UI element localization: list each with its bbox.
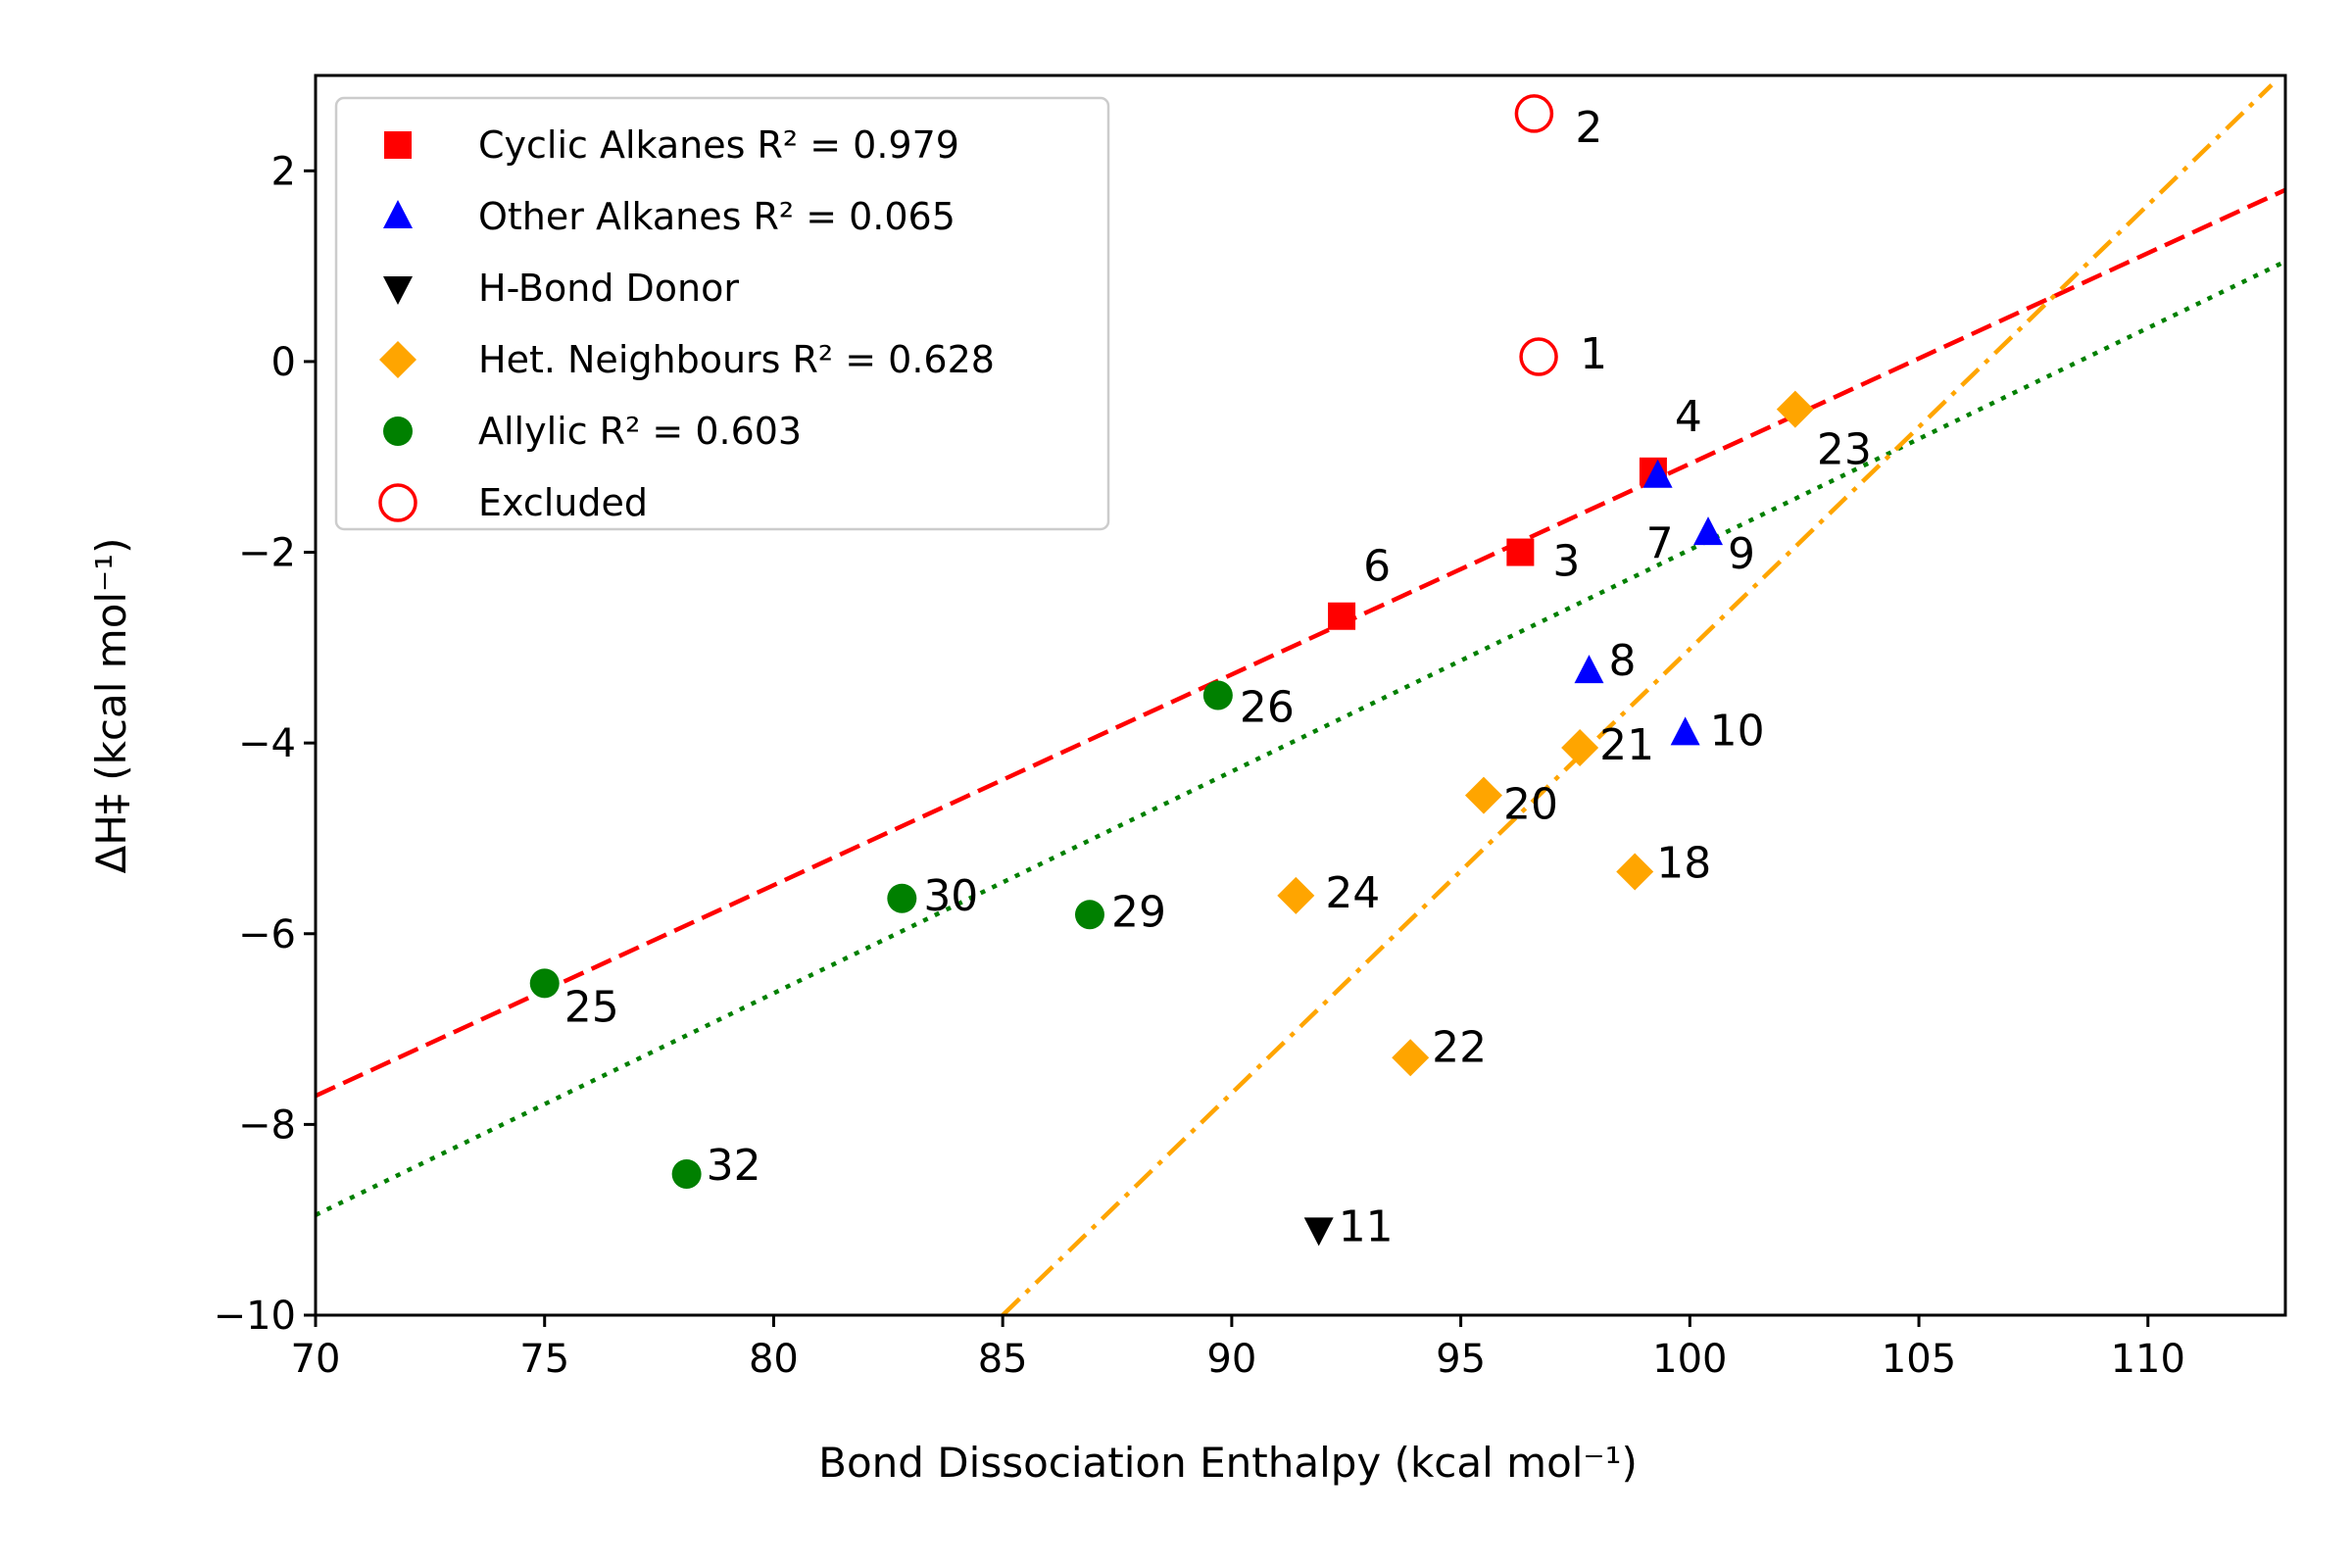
fit-line-allylic — [316, 259, 2285, 1217]
data-point-23 — [1776, 390, 1814, 428]
point-label-32: 32 — [707, 1141, 761, 1191]
y-tick-label--8: −8 — [238, 1102, 296, 1148]
legend-label-other-alkanes-r-0-065: Other Alkanes R² = 0.065 — [478, 195, 956, 238]
point-label-2: 2 — [1575, 103, 1602, 153]
point-label-22: 22 — [1432, 1022, 1487, 1072]
data-point-26 — [1202, 680, 1233, 710]
legend-marker-excluded — [378, 483, 417, 522]
point-label-4: 4 — [1675, 392, 1702, 442]
point-label-21: 21 — [1599, 720, 1654, 770]
y-tick-label-0: 0 — [271, 340, 296, 385]
data-point-1 — [1519, 337, 1558, 376]
legend-label-h-bond-donor: H-Bond Donor — [478, 267, 739, 310]
y-axis-title: ΔH‡ (kcal mol⁻¹) — [87, 538, 135, 874]
legend-label-cyclic-alkanes-r-0-979: Cyclic Alkanes R² = 0.979 — [478, 123, 959, 167]
y-tick-label--4: −4 — [238, 721, 296, 766]
point-label-30: 30 — [923, 871, 978, 921]
data-point-3 — [1506, 538, 1535, 566]
data-point-20 — [1464, 776, 1502, 814]
point-label-10: 10 — [1710, 706, 1765, 756]
y-tick-label-2: 2 — [271, 149, 296, 194]
x-tick-label-95: 95 — [1436, 1337, 1486, 1382]
data-point-30 — [887, 883, 917, 913]
legend-label-excluded: Excluded — [478, 481, 648, 524]
y-tick-label--6: −6 — [238, 912, 296, 957]
x-axis-title: Bond Dissociation Enthalpy (kcal mol⁻¹) — [818, 1439, 1638, 1487]
data-markers — [529, 94, 1814, 1247]
data-point-2 — [1514, 94, 1554, 133]
data-point-25 — [529, 968, 560, 999]
legend-marker-allylic-r-0-603 — [383, 416, 413, 446]
point-label-9: 9 — [1728, 529, 1755, 579]
x-tick-label-90: 90 — [1206, 1337, 1256, 1382]
data-point-29 — [1074, 900, 1104, 930]
x-tick-label-105: 105 — [1882, 1337, 1956, 1382]
data-point-11 — [1303, 1217, 1334, 1247]
y-axis: −10 −8 −6 −4 −2 0 2 — [214, 149, 316, 1339]
data-point-7 — [1642, 459, 1673, 488]
legend-frame — [334, 96, 1110, 531]
legend-marker-het-neighbours-r-0-628 — [379, 341, 416, 378]
fit-lines — [316, 83, 2285, 1315]
data-point-6 — [1328, 602, 1356, 630]
legend: Cyclic Alkanes R² = 0.979 Other Alkanes R… — [334, 96, 1110, 531]
legend-marker-cyclic-alkanes-r-0-979 — [384, 131, 412, 159]
data-point-10 — [1670, 716, 1700, 746]
point-label-26: 26 — [1240, 683, 1295, 733]
x-axis: 70 75 80 85 90 95 100 105 110 — [291, 1315, 2185, 1382]
point-label-29: 29 — [1111, 887, 1166, 937]
point-label-6: 6 — [1363, 542, 1391, 592]
point-label-20: 20 — [1503, 780, 1558, 830]
point-label-23: 23 — [1817, 425, 1872, 475]
point-label-8: 8 — [1608, 636, 1636, 686]
x-tick-label-80: 80 — [749, 1337, 799, 1382]
x-tick-label-85: 85 — [978, 1337, 1028, 1382]
point-label-11: 11 — [1339, 1201, 1394, 1251]
fit-line-het-neighbours — [1001, 83, 2274, 1315]
data-point-32 — [671, 1158, 702, 1189]
point-label-3: 3 — [1552, 537, 1580, 587]
x-tick-label-75: 75 — [519, 1337, 569, 1382]
y-tick-label--2: −2 — [238, 531, 296, 576]
data-point-24 — [1277, 876, 1315, 914]
legend-label-het-neighbours-r-0-628: Het. Neighbours R² = 0.628 — [478, 338, 995, 381]
data-point-18 — [1616, 853, 1654, 891]
data-point-22 — [1392, 1039, 1430, 1077]
fit-line-cyclic-alkanes — [316, 187, 2285, 1099]
data-point-21 — [1561, 729, 1599, 767]
x-tick-label-110: 110 — [2111, 1337, 2185, 1382]
data-point-8 — [1574, 655, 1604, 684]
x-tick-label-70: 70 — [291, 1337, 341, 1382]
point-label-25: 25 — [564, 982, 619, 1032]
x-tick-label-100: 100 — [1652, 1337, 1727, 1382]
point-label-24: 24 — [1325, 868, 1380, 918]
point-label-1: 1 — [1580, 329, 1607, 379]
plot-frame — [314, 74, 2287, 1317]
data-point-9 — [1693, 516, 1724, 546]
point-label-7: 7 — [1646, 519, 1674, 569]
legend-marker-other-alkanes-r-0-065 — [383, 200, 413, 228]
legend-marker-h-bond-donor — [383, 276, 413, 305]
legend-label-allylic-r-0-603: Allylic R² = 0.603 — [478, 410, 802, 453]
y-tick-label--10: −10 — [214, 1294, 296, 1339]
point-label-18: 18 — [1656, 839, 1711, 889]
